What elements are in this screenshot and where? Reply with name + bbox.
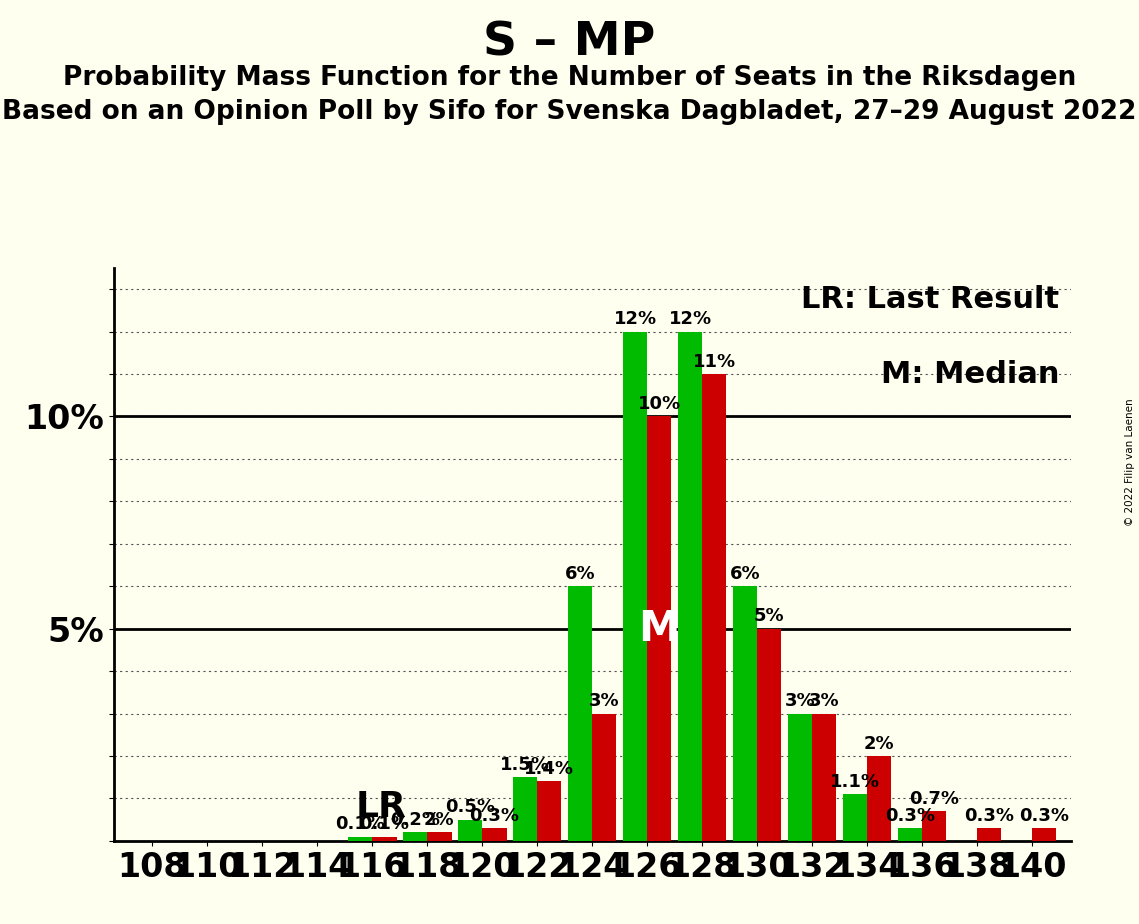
Bar	[898, 828, 923, 841]
Bar	[843, 794, 867, 841]
Text: 0.1%: 0.1%	[335, 815, 385, 833]
Bar	[372, 836, 396, 841]
Bar	[403, 833, 427, 841]
Text: © 2022 Filip van Laenen: © 2022 Filip van Laenen	[1125, 398, 1134, 526]
Text: 0.7%: 0.7%	[909, 790, 959, 808]
Text: 3%: 3%	[809, 692, 839, 711]
Text: 6%: 6%	[565, 565, 596, 583]
Bar	[427, 833, 451, 841]
Bar	[647, 417, 672, 841]
Text: 3%: 3%	[785, 692, 816, 711]
Text: 1.5%: 1.5%	[500, 756, 550, 773]
Text: LR: Last Result: LR: Last Result	[801, 286, 1059, 314]
Text: Based on an Opinion Poll by Sifo for Svenska Dagbladet, 27–29 August 2022: Based on an Opinion Poll by Sifo for Sve…	[2, 99, 1137, 125]
Bar	[703, 374, 727, 841]
Text: M: M	[639, 608, 680, 650]
Text: Probability Mass Function for the Number of Seats in the Riksdagen: Probability Mass Function for the Number…	[63, 65, 1076, 91]
Text: 2%: 2%	[865, 735, 894, 752]
Text: 1.1%: 1.1%	[830, 772, 880, 791]
Bar	[349, 836, 372, 841]
Bar	[977, 828, 1001, 841]
Text: 3%: 3%	[589, 692, 620, 711]
Text: S – MP: S – MP	[483, 20, 656, 66]
Bar	[592, 713, 616, 841]
Text: 10%: 10%	[638, 395, 681, 413]
Bar	[538, 782, 562, 841]
Bar	[568, 586, 592, 841]
Text: 1.4%: 1.4%	[524, 760, 574, 778]
Text: 12%: 12%	[614, 310, 657, 328]
Text: 11%: 11%	[693, 353, 736, 371]
Bar	[1032, 828, 1056, 841]
Text: 0.5%: 0.5%	[445, 798, 495, 816]
Bar	[812, 713, 836, 841]
Bar	[678, 332, 703, 841]
Text: 0.3%: 0.3%	[1019, 807, 1070, 825]
Text: M: Median: M: Median	[880, 359, 1059, 389]
Bar	[867, 756, 892, 841]
Text: 12%: 12%	[669, 310, 712, 328]
Text: 0.2%: 0.2%	[391, 811, 441, 829]
Text: 0.1%: 0.1%	[360, 815, 409, 833]
Bar	[734, 586, 757, 841]
Bar	[513, 777, 538, 841]
Bar	[757, 628, 781, 841]
Bar	[788, 713, 812, 841]
Bar	[923, 811, 947, 841]
Text: LR: LR	[355, 790, 405, 824]
Text: 2%: 2%	[424, 811, 454, 829]
Bar	[482, 828, 507, 841]
Text: 0.3%: 0.3%	[885, 807, 935, 825]
Text: 6%: 6%	[730, 565, 761, 583]
Bar	[623, 332, 647, 841]
Bar	[458, 820, 482, 841]
Text: 0.3%: 0.3%	[469, 807, 519, 825]
Text: 5%: 5%	[754, 607, 785, 626]
Text: 0.3%: 0.3%	[965, 807, 1015, 825]
